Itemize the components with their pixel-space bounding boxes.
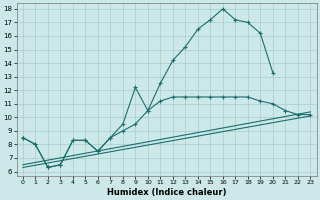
X-axis label: Humidex (Indice chaleur): Humidex (Indice chaleur) (107, 188, 226, 197)
